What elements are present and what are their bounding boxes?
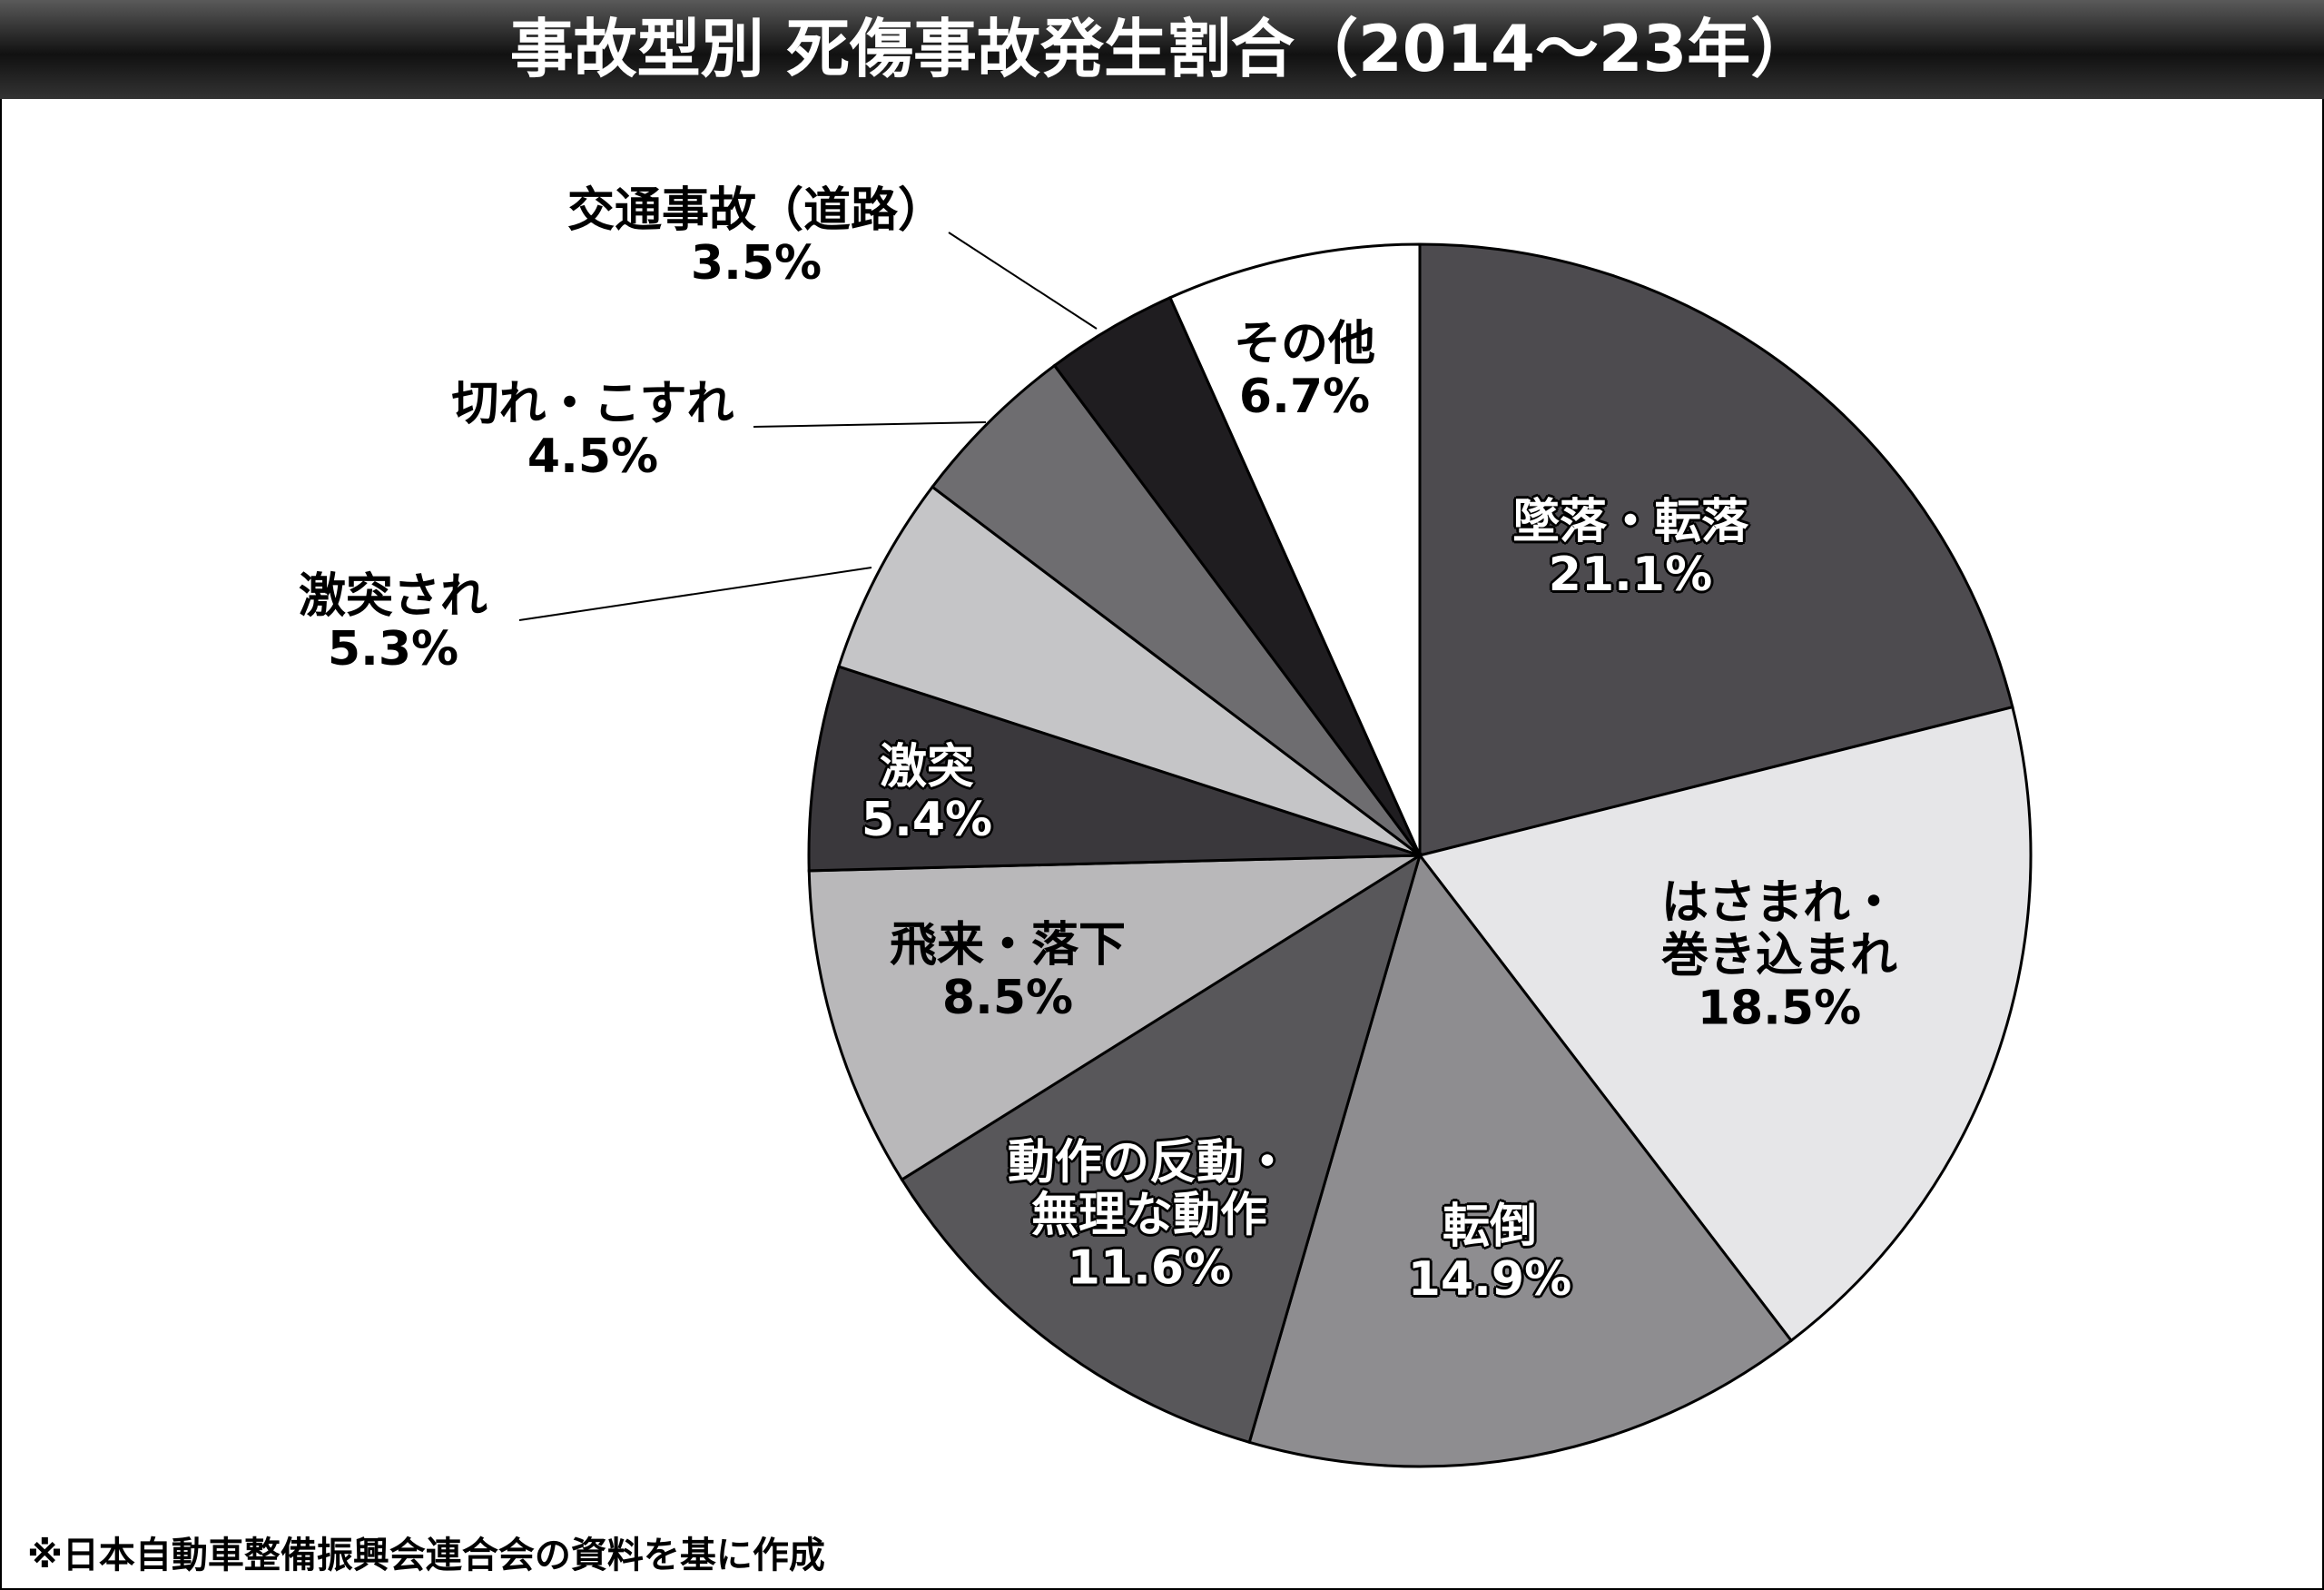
pie-slice <box>807 854 1425 1182</box>
value-label: 6.7% <box>1238 370 1371 424</box>
value-label: 5.4% <box>861 793 993 847</box>
category-label: 激突 <box>879 739 974 795</box>
leader-line <box>518 567 872 621</box>
leader-line <box>948 232 1098 330</box>
category-label: 動作の反動・ 無理な動作 <box>1007 1135 1292 1243</box>
value-label: 3.5% <box>690 236 822 291</box>
value-label: 4.5% <box>527 430 659 484</box>
pie-slice <box>1247 852 1794 1468</box>
value-label: 14.9% <box>1407 1252 1572 1307</box>
slice-label: 切れ・こすれ 4.5% <box>451 376 734 484</box>
slice-label: 交通事故（道路） 3.5% <box>566 183 946 291</box>
slice-label: 墜落・転落 21.1% <box>1512 494 1749 602</box>
slice-label: 飛来・落下 8.5% <box>889 917 1127 1025</box>
slice-label: 激突され 5.3% <box>299 570 487 676</box>
pie-slice <box>900 852 1423 1445</box>
value-label: 11.6% <box>1067 1241 1232 1297</box>
value-label: 8.5% <box>941 971 1074 1025</box>
leader-line <box>753 421 987 428</box>
slice-label: その他 6.7% <box>1233 316 1376 424</box>
category-label: はさまれ・ 巻き込まれ <box>1660 875 1898 983</box>
pie-slice <box>930 363 1422 857</box>
category-label: 飛来・落下 <box>889 917 1127 973</box>
pie-slice <box>1418 242 2014 857</box>
slice-label: 転倒 14.9% <box>1407 1199 1572 1307</box>
slice-label: 動作の反動・ 無理な動作 11.6% <box>1007 1135 1292 1297</box>
source-note: ※日本自動車整備振興会連合会の資料を基に作成 <box>27 1535 825 1576</box>
category-label: 墜落・転落 <box>1512 494 1749 549</box>
value-label: 5.3% <box>327 622 459 676</box>
pie-slice <box>1167 242 1422 856</box>
value-label: 18.5% <box>1697 982 1862 1037</box>
pie-slice <box>1417 705 2033 1343</box>
category-label: 激突され <box>298 568 488 624</box>
pie-slice <box>837 485 1421 857</box>
category-label: 転倒 <box>1442 1199 1537 1254</box>
category-label: その他 <box>1233 316 1376 371</box>
slice-label: はさまれ・ 巻き込まれ 18.5% <box>1660 875 1898 1037</box>
chart-title: 事故型別 死傷事故発生割合（2014～23年） <box>0 0 2324 99</box>
slice-label: 激突 5.4% <box>861 739 993 847</box>
category-label: 切れ・こすれ <box>451 376 734 431</box>
pie-slice <box>807 665 1421 873</box>
category-label: 交通事故（道路） <box>566 183 946 238</box>
value-label: 21.1% <box>1548 548 1713 602</box>
